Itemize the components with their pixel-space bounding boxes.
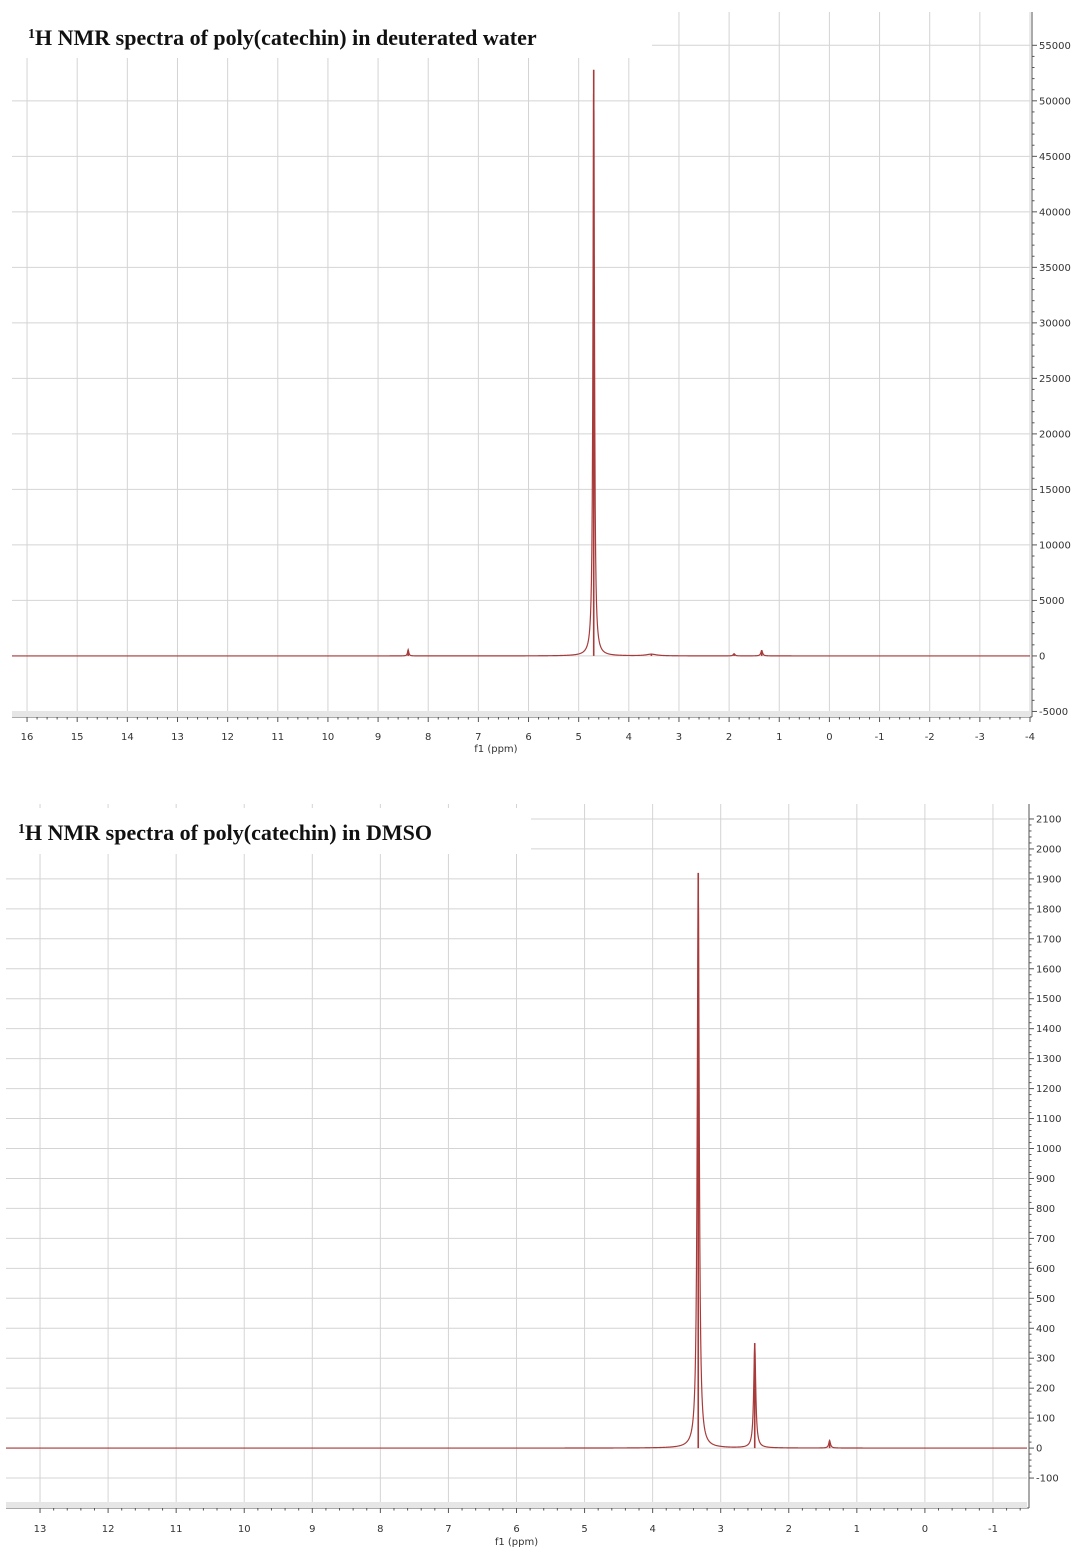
x-tick-label: 4 [649, 1524, 655, 1535]
x-tick-label: 7 [445, 1524, 451, 1535]
y-tick-label: 100 [1036, 1414, 1055, 1425]
y-tick-label: 1500 [1036, 994, 1061, 1005]
y-tick-label: 400 [1036, 1324, 1055, 1335]
title-text: NMR spectra of poly(catechin) in DMSO [48, 820, 432, 845]
y-tick-label: 0 [1036, 1444, 1042, 1455]
y-tick-label: 10000 [1039, 540, 1071, 551]
x-tick-label: 0 [826, 732, 832, 743]
x-tick-label: 8 [425, 732, 431, 743]
x-tick-label: 12 [221, 732, 234, 743]
y-tick-label: 15000 [1039, 485, 1071, 496]
title-superscript: 1 [28, 27, 35, 42]
x-tick-label: 0 [922, 1524, 928, 1535]
panel-dmso: 13 12 11 10 9 8 7 6 5 4 3 2 1 0 -1f1 (ppm)-10001002003… [6, 804, 1061, 1548]
title-superscript: 1 [18, 822, 25, 837]
y-tick-label: -100 [1036, 1474, 1059, 1485]
y-tick-label: 55000 [1039, 41, 1071, 52]
y-tick-label: 50000 [1039, 96, 1071, 107]
y-tick-label: 5000 [1039, 596, 1064, 607]
panel-deuterated-water: 16 15 14 13 12 11 10 9 8 7 6 5 4 3 2 1 0 -1 -2 -3 -4f1 (ppm)… [12, 12, 1071, 755]
x-tick-label: 11 [271, 732, 284, 743]
x-tick-label: 2 [726, 732, 732, 743]
x-tick-label: 9 [375, 732, 381, 743]
y-tick-label: 300 [1036, 1354, 1055, 1365]
x-tick-label: 1 [854, 1524, 860, 1535]
x-tick-label: 15 [71, 732, 84, 743]
chart-title: 1H NMR spectra of poly(catechin) in deut… [28, 25, 537, 50]
y-tick-label: 1600 [1036, 964, 1061, 975]
y-tick-label: 45000 [1039, 152, 1071, 163]
x-tick-label: 6 [525, 732, 531, 743]
x-tick-label: 13 [34, 1524, 47, 1535]
x-tick-label: 10 [238, 1524, 251, 1535]
spectrum-line [6, 875, 1027, 1449]
y-tick-label: 2000 [1036, 844, 1061, 855]
title-background [12, 12, 652, 58]
y-tick-label: 2100 [1036, 814, 1061, 825]
x-tick-label: -4 [1025, 732, 1035, 743]
y-tick-label: 1000 [1036, 1144, 1061, 1155]
x-tick-label: -2 [925, 732, 935, 743]
y-tick-label: -5000 [1039, 707, 1068, 718]
x-tick-label: 5 [575, 732, 581, 743]
x-tick-label: 2 [786, 1524, 792, 1535]
x-tick-label: -3 [975, 732, 985, 743]
y-tick-label: 30000 [1039, 318, 1071, 329]
spectrum-line [12, 93, 1030, 657]
x-tick-label: 3 [718, 1524, 724, 1535]
x-tick-label: 12 [102, 1524, 115, 1535]
x-tick-label: 11 [170, 1524, 183, 1535]
title-prefix: H [35, 25, 58, 50]
y-tick-label: 1100 [1036, 1114, 1061, 1125]
x-tick-label: 6 [513, 1524, 519, 1535]
y-tick-label: 25000 [1039, 374, 1071, 385]
y-tick-label: 700 [1036, 1234, 1055, 1245]
x-tick-label: 7 [475, 732, 481, 743]
chart-title: 1H NMR spectra of poly(catechin) in DMSO [18, 820, 432, 845]
y-tick-label: 1900 [1036, 874, 1061, 885]
x-axis-label: f1 (ppm) [474, 744, 517, 755]
title-prefix: H [25, 820, 48, 845]
x-tick-label: -1 [988, 1524, 998, 1535]
y-tick-label: 800 [1036, 1204, 1055, 1215]
y-tick-label: 200 [1036, 1384, 1055, 1395]
y-tick-label: 40000 [1039, 207, 1071, 218]
x-axis-label: f1 (ppm) [495, 1537, 538, 1548]
x-tick-label: 5 [581, 1524, 587, 1535]
y-tick-label: 900 [1036, 1174, 1055, 1185]
y-tick-label: 1300 [1036, 1054, 1061, 1065]
x-tick-label: 13 [171, 732, 184, 743]
x-tick-label: 9 [309, 1524, 315, 1535]
x-axis-band [12, 711, 1030, 717]
y-tick-label: 600 [1036, 1264, 1055, 1275]
x-tick-label: 1 [776, 732, 782, 743]
title-background [6, 808, 531, 854]
x-tick-label: -1 [875, 732, 885, 743]
x-tick-label: 4 [626, 732, 632, 743]
y-tick-label: 1200 [1036, 1084, 1061, 1095]
y-tick-label: 20000 [1039, 429, 1071, 440]
y-tick-label: 0 [1039, 651, 1045, 662]
y-tick-label: 1800 [1036, 904, 1061, 915]
y-tick-label: 500 [1036, 1294, 1055, 1305]
x-tick-label: 14 [121, 732, 134, 743]
y-tick-label: 1400 [1036, 1024, 1061, 1035]
x-axis-band [6, 1502, 1027, 1508]
x-tick-label: 10 [322, 732, 335, 743]
y-tick-label: 35000 [1039, 263, 1071, 274]
y-tick-label: 1700 [1036, 934, 1061, 945]
x-tick-label: 3 [676, 732, 682, 743]
x-tick-label: 16 [21, 732, 34, 743]
title-text: NMR spectra of poly(catechin) in deutera… [58, 25, 537, 50]
x-tick-label: 8 [377, 1524, 383, 1535]
